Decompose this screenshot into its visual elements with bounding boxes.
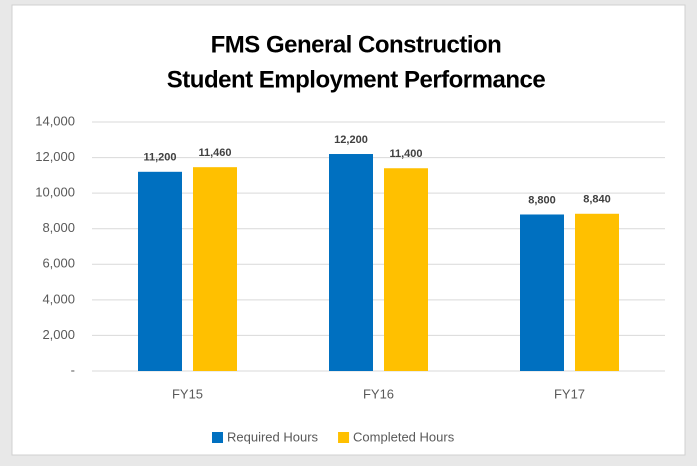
bar — [575, 213, 619, 371]
y-tick-label: 4,000 — [42, 291, 75, 306]
x-tick-label: FY17 — [554, 386, 585, 401]
y-tick-label: 8,000 — [42, 220, 75, 235]
bar — [329, 154, 373, 371]
bar — [138, 171, 182, 371]
chart-subtitle: Student Employment Performance — [167, 66, 546, 93]
y-tick-label: 14,000 — [35, 113, 75, 128]
value-label: 8,800 — [528, 194, 556, 206]
value-label: 11,400 — [389, 148, 422, 160]
value-label: 8,840 — [583, 194, 611, 206]
y-tick-label: - — [71, 362, 75, 377]
legend-label: Completed Hours — [353, 429, 455, 444]
legend-label: Required Hours — [227, 429, 319, 444]
legend-swatch — [338, 432, 350, 443]
bar — [384, 168, 428, 371]
value-label: 11,460 — [198, 147, 231, 159]
value-label: 11,200 — [143, 152, 176, 164]
value-label: 12,200 — [334, 134, 368, 146]
x-tick-label: FY16 — [363, 386, 394, 401]
y-tick-label: 10,000 — [35, 185, 75, 200]
y-tick-label: 2,000 — [42, 327, 75, 342]
legend-swatch — [212, 432, 223, 443]
bar — [520, 214, 564, 371]
chart-title: FMS General Construction — [211, 31, 502, 58]
y-tick-label: 12,000 — [35, 149, 75, 164]
y-tick-label: 6,000 — [42, 256, 75, 271]
bar — [193, 167, 237, 371]
x-tick-label: FY15 — [172, 386, 203, 401]
